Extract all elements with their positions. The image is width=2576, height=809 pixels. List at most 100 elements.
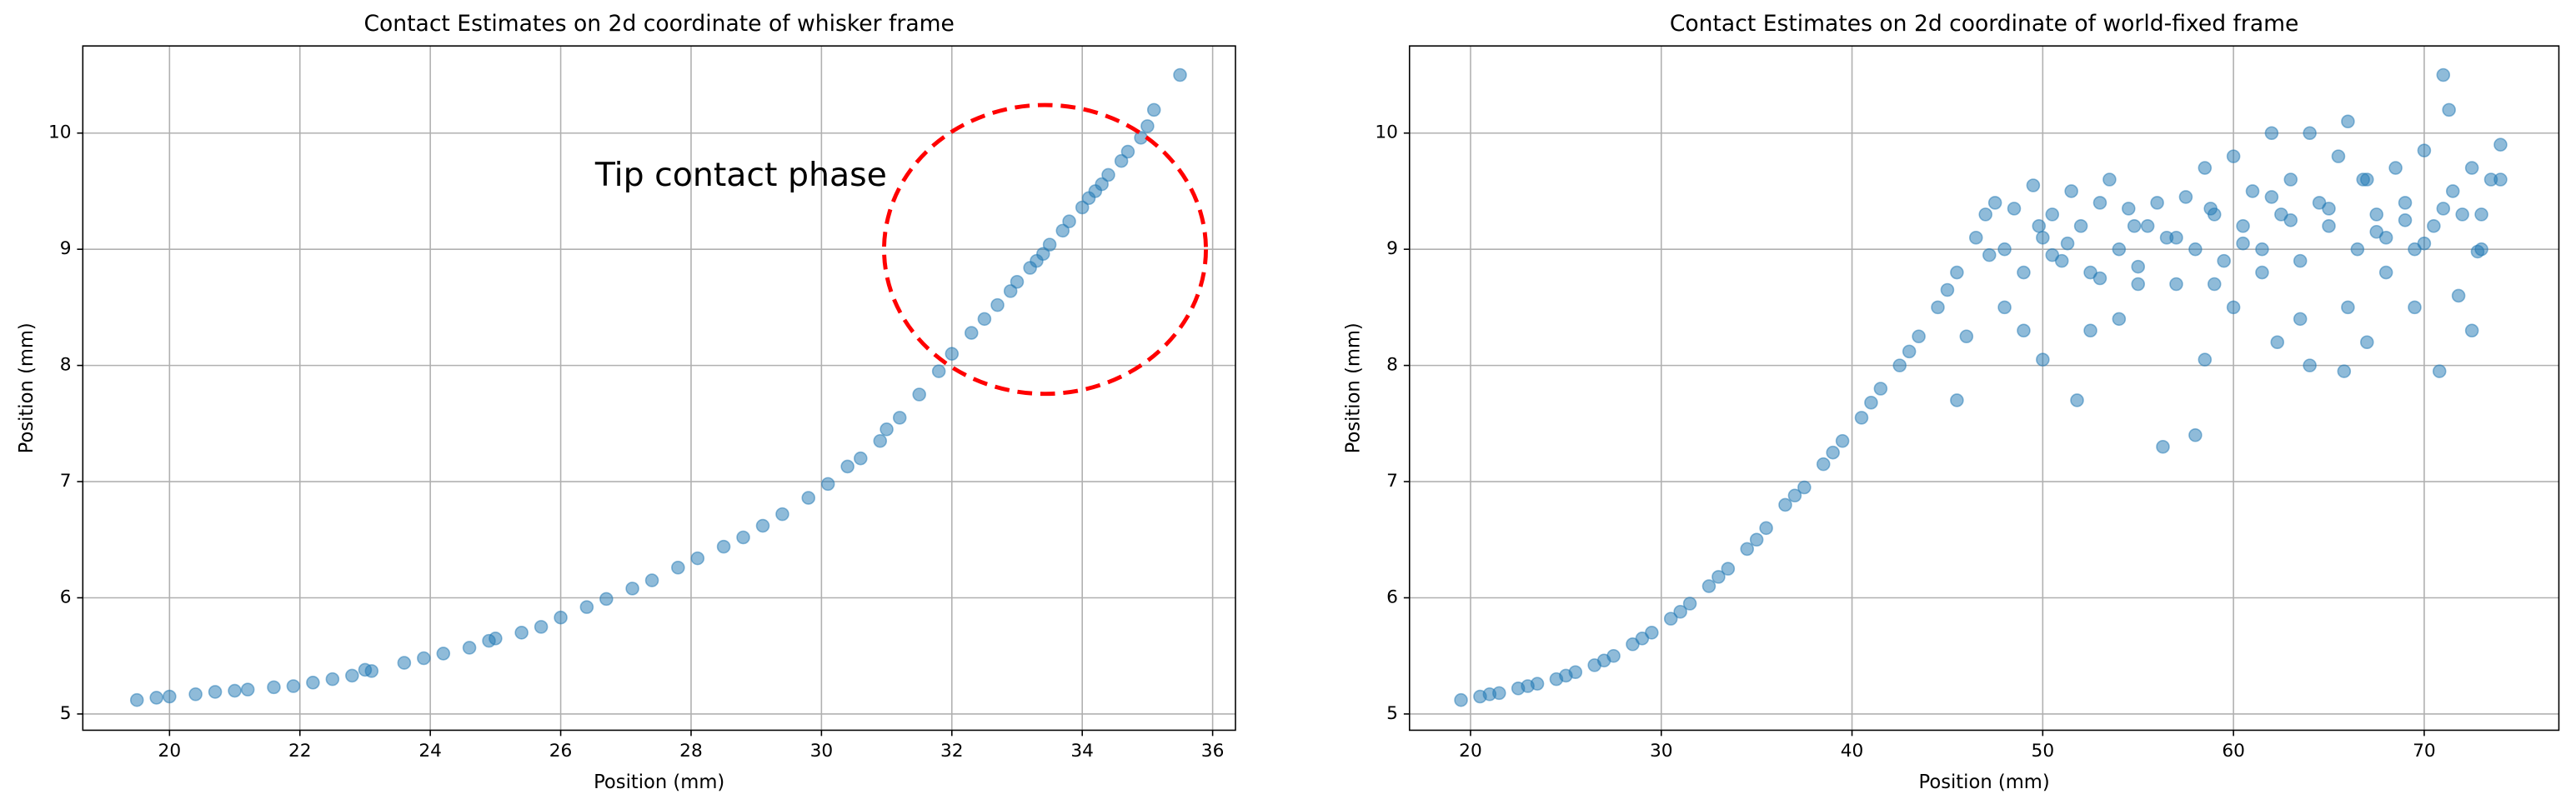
point (977, 312, 992, 327)
point (2245, 184, 2260, 198)
point (1711, 570, 1726, 584)
point (964, 326, 979, 340)
point (2417, 143, 2432, 157)
point (2432, 364, 2447, 378)
point (2264, 190, 2279, 204)
point (579, 600, 594, 614)
point (644, 573, 659, 587)
point (1950, 265, 1964, 280)
point (2322, 219, 2336, 233)
point (1902, 344, 1917, 359)
point (2283, 172, 2298, 187)
point (2427, 219, 2441, 233)
point (2378, 265, 2393, 280)
point (417, 651, 431, 666)
point (2007, 202, 2022, 216)
point (2127, 219, 2142, 233)
y-tick-label: 7 (60, 471, 72, 492)
point (1931, 300, 1945, 315)
point (1682, 597, 1697, 611)
point (149, 691, 163, 705)
point (2493, 172, 2508, 187)
point (554, 610, 568, 625)
point (1968, 230, 1983, 245)
point (2045, 247, 2060, 262)
point (1088, 184, 1103, 198)
point (2293, 253, 2308, 268)
point (1075, 200, 1090, 215)
x-tick-label: 26 (549, 741, 573, 762)
point (2236, 236, 2250, 251)
point (716, 539, 731, 554)
point (2417, 236, 2432, 251)
point (2322, 202, 2336, 216)
point (129, 692, 144, 707)
point (1864, 395, 1878, 410)
annotation: Tip contact phase (594, 156, 887, 194)
point (2493, 137, 2508, 152)
point (2303, 126, 2317, 141)
point (306, 676, 320, 690)
point (2464, 161, 2479, 175)
point (2226, 149, 2241, 163)
point (1101, 167, 1115, 182)
point (163, 689, 177, 704)
point (1997, 242, 2012, 257)
point (2070, 393, 2084, 407)
point (534, 620, 549, 634)
point (2337, 364, 2352, 378)
point (2331, 149, 2346, 163)
x-tick-label: 22 (288, 741, 312, 762)
point (397, 656, 412, 670)
point (2083, 323, 2097, 338)
point (854, 451, 868, 466)
point (1797, 480, 1812, 495)
point (892, 411, 907, 425)
chart-title: Contact Estimates on 2d coordinate of wh… (363, 11, 954, 37)
highlight-ellipse (882, 102, 1208, 397)
point (2122, 202, 2136, 216)
point (2036, 230, 2050, 245)
y-axis-label: Position (mm) (16, 322, 38, 453)
point (1140, 119, 1155, 133)
point (2398, 196, 2413, 210)
point (1749, 532, 1764, 547)
axes-frame (82, 45, 1236, 732)
point (2270, 335, 2285, 349)
axes-frame (1408, 45, 2560, 732)
point (2350, 242, 2365, 257)
point (2198, 161, 2213, 175)
point (1559, 668, 1573, 683)
point (1003, 284, 1018, 298)
point (1759, 521, 1773, 536)
point (2455, 207, 2469, 222)
x-axis-label: Position (mm) (1919, 772, 2050, 793)
point (599, 592, 614, 607)
point (2045, 207, 2060, 222)
point (1454, 692, 1468, 707)
y-tick-label: 10 (48, 122, 72, 143)
point (2388, 161, 2403, 175)
point (325, 672, 340, 687)
point (1950, 393, 1964, 407)
point (514, 626, 529, 640)
x-tick-label: 36 (1201, 741, 1225, 762)
point (1120, 144, 1135, 159)
point (2236, 219, 2250, 233)
point (2226, 300, 2241, 315)
point (2464, 323, 2479, 338)
point (489, 632, 503, 646)
point (1173, 67, 1187, 82)
x-tick-label: 30 (1650, 741, 1673, 762)
point (436, 647, 451, 661)
point (2169, 277, 2183, 292)
point (801, 491, 816, 505)
point (1635, 632, 1650, 646)
point (1596, 653, 1611, 668)
point (2303, 358, 2317, 372)
point (2026, 178, 2041, 192)
point (2092, 271, 2107, 286)
point (820, 477, 835, 492)
point (2436, 202, 2451, 216)
point (2356, 172, 2370, 187)
